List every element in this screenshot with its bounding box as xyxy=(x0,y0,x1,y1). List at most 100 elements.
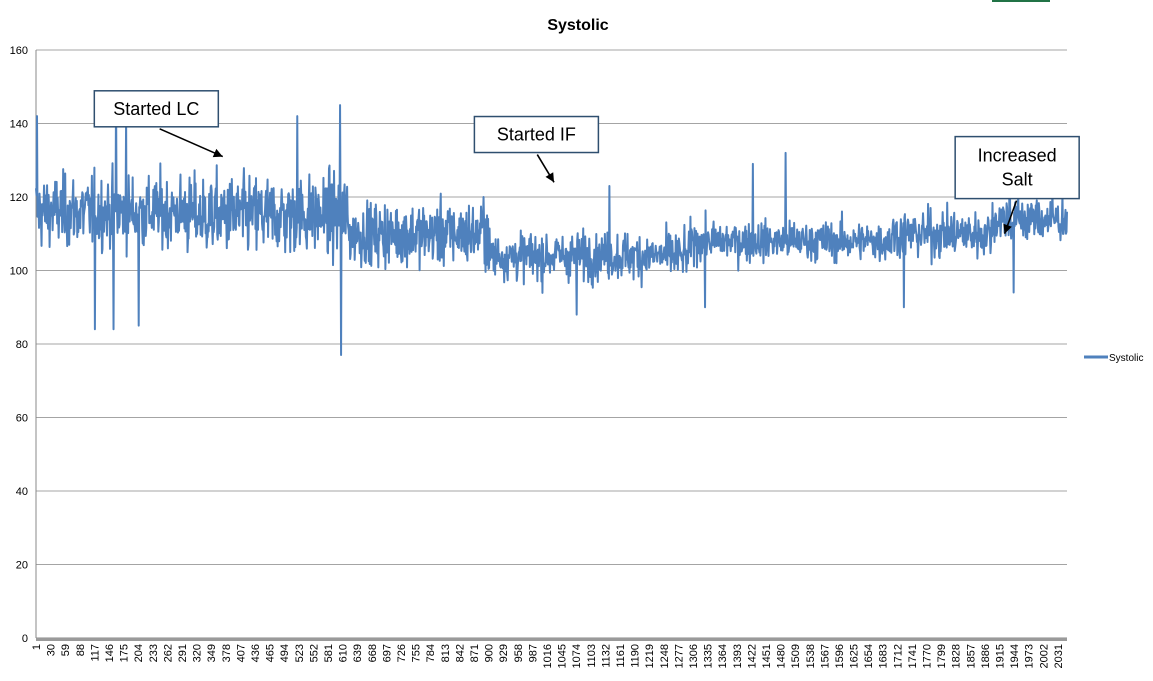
x-tick-label: 1683 xyxy=(878,644,890,668)
x-tick-label: 349 xyxy=(206,644,218,662)
series-line-0 xyxy=(35,93,1068,357)
x-tick-label: 146 xyxy=(104,644,116,662)
x-tick-label: 59 xyxy=(60,644,72,656)
x-tick-label: 581 xyxy=(323,644,335,662)
annotation-box xyxy=(954,135,1080,200)
x-tick-label: 175 xyxy=(119,644,131,662)
annotation-callout: Started LC xyxy=(93,90,224,158)
x-axis-ticks: 1 30 59 88 117 146 175 204 233 262 291 320 349 378 407… xyxy=(31,638,1067,668)
x-tick-label: 1799 xyxy=(936,644,948,668)
x-tick-label: 2002 xyxy=(1038,644,1050,668)
series-layer xyxy=(35,93,1068,357)
y-axis-ticks: 0 20 40 60 80 100 120 140 160 xyxy=(10,45,28,645)
x-tick-label: 610 xyxy=(338,644,350,662)
x-axis-band xyxy=(36,638,1067,641)
x-tick-label: 1625 xyxy=(849,644,861,668)
x-tick-label: 1161 xyxy=(615,644,627,668)
x-tick-label: 378 xyxy=(221,644,233,662)
x-tick-label: 900 xyxy=(484,644,496,662)
x-tick-label: 88 xyxy=(75,644,87,656)
chart-title: Systolic xyxy=(547,17,608,34)
x-tick-label: 639 xyxy=(352,644,364,662)
x-tick-label: 1944 xyxy=(1009,644,1021,668)
x-tick-label: 233 xyxy=(148,644,160,662)
y-tick-label: 0 xyxy=(22,633,28,645)
x-tick-label: 668 xyxy=(367,644,379,662)
excel-selection-bar xyxy=(992,0,1050,2)
legend-label: Systolic xyxy=(1109,353,1143,364)
x-tick-label: 958 xyxy=(513,644,525,662)
legend: Systolic xyxy=(1084,353,1143,364)
x-tick-label: 1132 xyxy=(600,644,612,668)
x-tick-label: 1509 xyxy=(790,644,802,668)
x-tick-label: 842 xyxy=(454,644,466,662)
x-tick-label: 436 xyxy=(250,644,262,662)
x-tick-label: 1335 xyxy=(703,644,715,668)
x-tick-label: 1915 xyxy=(995,644,1007,668)
x-tick-label: 987 xyxy=(527,644,539,662)
x-tick-label: 1828 xyxy=(951,644,963,668)
x-tick-label: 929 xyxy=(498,644,510,662)
x-tick-label: 1973 xyxy=(1024,644,1036,668)
annotation-text: Started LC xyxy=(113,99,199,119)
x-tick-label: 1451 xyxy=(761,644,773,668)
annotation-box xyxy=(93,90,220,128)
x-tick-label: 1364 xyxy=(717,644,729,668)
x-tick-label: 1596 xyxy=(834,644,846,668)
x-tick-label: 1770 xyxy=(922,644,934,668)
x-tick-label: 117 xyxy=(89,644,101,662)
x-tick-label: 726 xyxy=(396,644,408,662)
x-tick-label: 262 xyxy=(162,644,174,662)
x-tick-label: 523 xyxy=(294,644,306,662)
x-tick-label: 2031 xyxy=(1053,644,1065,668)
x-tick-label: 494 xyxy=(279,644,291,662)
x-tick-label: 30 xyxy=(46,644,58,656)
x-tick-label: 320 xyxy=(192,644,204,662)
x-tick-label: 697 xyxy=(381,644,393,662)
x-tick-label: 1045 xyxy=(557,644,569,668)
annotation-text: Increased xyxy=(978,146,1057,166)
x-tick-label: 1741 xyxy=(907,644,919,668)
x-tick-label: 1074 xyxy=(571,644,583,668)
annotation-text: Started IF xyxy=(497,125,576,145)
x-tick-label: 291 xyxy=(177,644,189,662)
annotation-arrow xyxy=(159,128,224,158)
x-tick-label: 1857 xyxy=(965,644,977,668)
y-tick-label: 20 xyxy=(16,560,28,572)
x-tick-label: 552 xyxy=(308,644,320,662)
x-tick-label: 1538 xyxy=(805,644,817,668)
x-tick-label: 784 xyxy=(425,644,437,662)
annotation-callout: Increased Salt xyxy=(954,135,1080,235)
annotation-arrowhead xyxy=(212,148,223,158)
x-tick-label: 407 xyxy=(235,644,247,662)
x-tick-label: 1 xyxy=(31,644,43,650)
annotation-callout: Started IF xyxy=(473,115,600,183)
x-tick-label: 1190 xyxy=(630,644,642,668)
y-tick-label: 140 xyxy=(10,119,28,131)
x-tick-label: 1422 xyxy=(746,644,758,668)
x-tick-label: 1480 xyxy=(776,644,788,668)
y-tick-label: 100 xyxy=(10,266,28,278)
x-tick-label: 1248 xyxy=(659,644,671,668)
annotations: Started LC Started IF Increased Salt xyxy=(93,90,1080,235)
annotation-arrowhead xyxy=(545,172,555,183)
x-tick-label: 204 xyxy=(133,644,145,662)
x-tick-label: 1219 xyxy=(644,644,656,668)
x-tick-label: 1886 xyxy=(980,644,992,668)
y-tick-label: 60 xyxy=(16,413,28,425)
annotation-arrowhead xyxy=(1003,223,1012,234)
x-tick-label: 1393 xyxy=(732,644,744,668)
y-tick-label: 160 xyxy=(10,45,28,57)
annotation-box xyxy=(473,115,600,154)
x-tick-label: 1712 xyxy=(892,644,904,668)
x-tick-label: 1277 xyxy=(673,644,685,668)
x-tick-label: 871 xyxy=(469,644,481,662)
x-tick-label: 755 xyxy=(411,644,423,662)
x-tick-label: 1567 xyxy=(819,644,831,668)
x-tick-label: 465 xyxy=(265,644,277,662)
y-tick-label: 40 xyxy=(16,486,28,498)
x-tick-label: 1654 xyxy=(863,644,875,668)
y-tick-label: 80 xyxy=(16,339,28,351)
y-tick-label: 120 xyxy=(10,192,28,204)
